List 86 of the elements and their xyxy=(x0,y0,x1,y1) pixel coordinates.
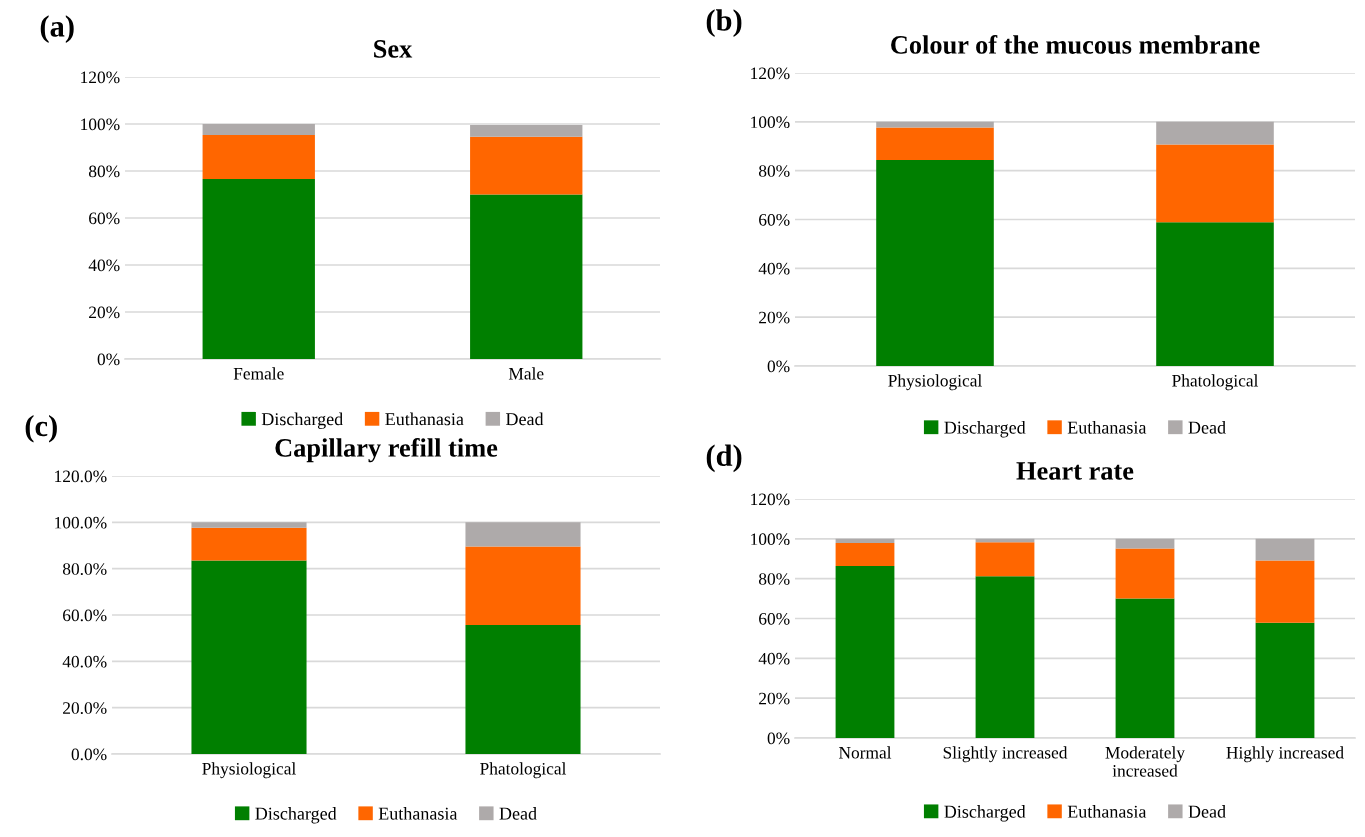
x-tick-label: Normal xyxy=(838,746,892,759)
y-tick-label: 40% xyxy=(88,259,120,272)
legend-label: Dead xyxy=(499,807,537,820)
y-tick-label: 40.0% xyxy=(62,655,107,668)
legend-label: Dead xyxy=(505,412,544,426)
y-tick-label: 40% xyxy=(758,652,790,665)
bar xyxy=(835,538,895,544)
y-tick-label: 0% xyxy=(767,732,790,745)
bar xyxy=(191,527,307,561)
bar xyxy=(202,135,315,179)
y-tick-label: 20% xyxy=(759,311,790,324)
chart-title: Heart rate xyxy=(1016,462,1134,480)
x-tick-label: Highly increased xyxy=(1226,746,1344,763)
y-tick-label: 0.0% xyxy=(71,748,107,761)
bar xyxy=(1156,121,1274,145)
y-tick-label: 100% xyxy=(751,116,790,129)
y-tick-label: 120% xyxy=(81,71,120,84)
y-tick-label: 40% xyxy=(758,262,790,275)
bar xyxy=(975,542,1035,577)
legend-label: Discharged xyxy=(944,420,1026,438)
bar xyxy=(470,124,583,137)
x-tick-label: Female xyxy=(233,367,284,380)
bar xyxy=(1255,560,1315,623)
bar xyxy=(1156,144,1274,223)
bar xyxy=(191,522,307,528)
bar xyxy=(470,136,583,195)
text: (d) xyxy=(706,444,742,473)
bar xyxy=(191,560,307,754)
y-tick-label: 80% xyxy=(758,573,790,585)
x-tick-label: Physiological xyxy=(202,762,296,779)
y-tick-label: 120.0% xyxy=(55,470,107,483)
bar xyxy=(1115,538,1175,549)
bar xyxy=(835,565,895,738)
y-tick-label: 80.0% xyxy=(62,563,107,575)
y-tick-label: 120% xyxy=(751,493,790,506)
bar xyxy=(975,576,1035,738)
y-tick-label: 20% xyxy=(759,692,790,705)
y-tick-label: 60% xyxy=(759,612,790,625)
y-tick-label: 80% xyxy=(758,165,790,177)
y-tick-label: 120% xyxy=(751,67,790,80)
legend-label: Discharged xyxy=(255,807,337,824)
bar xyxy=(202,178,315,359)
bar xyxy=(835,543,895,566)
legend-label: Euthanasia xyxy=(1067,420,1147,434)
bar xyxy=(876,127,994,160)
x-tick-label: Moderately increased xyxy=(1105,746,1185,777)
bar xyxy=(465,546,581,625)
bar xyxy=(1255,622,1315,738)
legend-label: Discharged xyxy=(944,805,1026,822)
bar xyxy=(202,124,315,136)
legend-label: Dead xyxy=(1188,805,1226,818)
y-tick-label: 20% xyxy=(89,306,120,319)
legend-label: Euthanasia xyxy=(1067,805,1147,818)
y-tick-label: 60.0% xyxy=(63,609,107,622)
y-tick-label: 100% xyxy=(751,533,790,546)
y-tick-label: 60% xyxy=(759,213,790,226)
bar xyxy=(1115,548,1175,599)
bar xyxy=(470,194,583,359)
x-tick-label: Phatological xyxy=(1172,374,1259,391)
y-tick-label: 0% xyxy=(97,353,120,366)
y-tick-label: 60% xyxy=(89,212,120,225)
text: (a) xyxy=(40,15,74,43)
text: (c) xyxy=(25,414,57,443)
bar xyxy=(1115,598,1175,738)
x-tick-label: Physiological xyxy=(888,374,982,391)
bar xyxy=(465,624,581,754)
bar xyxy=(1156,222,1274,366)
chart-title: Colour of the mucous membrane xyxy=(891,34,1260,54)
legend-label: Euthanasia xyxy=(378,807,458,820)
y-tick-label: 0% xyxy=(767,360,790,373)
bar xyxy=(1255,538,1315,561)
bar xyxy=(876,159,994,366)
bar xyxy=(465,522,581,547)
y-tick-label: 100% xyxy=(81,118,120,131)
chart-title: Sex xyxy=(374,40,413,58)
text: (b) xyxy=(706,9,742,38)
chart-title: Capillary refill time xyxy=(275,437,498,463)
y-tick-label: 80% xyxy=(88,165,120,178)
legend-label: Discharged xyxy=(261,412,343,429)
x-tick-label: Phatological xyxy=(480,762,567,779)
legend-label: Euthanasia xyxy=(385,412,464,426)
legend-label: Dead xyxy=(1188,420,1226,434)
x-tick-label: Slightly increased xyxy=(943,746,1068,763)
y-tick-label: 100.0% xyxy=(55,516,107,529)
y-tick-label: 20.0% xyxy=(63,702,107,714)
x-tick-label: Male xyxy=(508,367,544,380)
